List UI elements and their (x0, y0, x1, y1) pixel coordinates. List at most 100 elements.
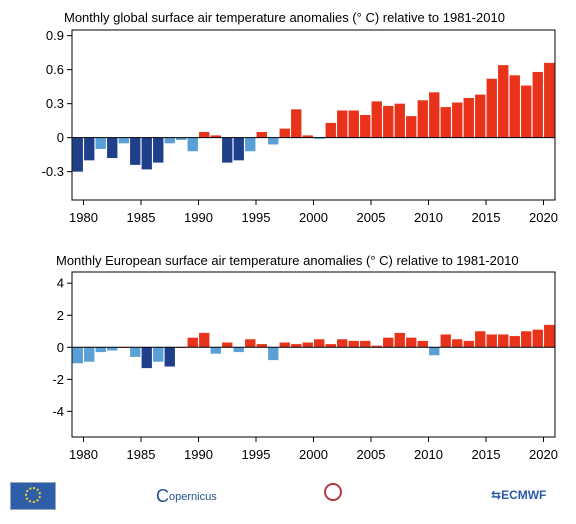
bar (475, 94, 486, 138)
copernicus-logo: Copernicus (156, 486, 217, 506)
bar (521, 85, 532, 138)
bar (302, 342, 313, 348)
bar (417, 340, 428, 348)
bar (302, 135, 313, 138)
bar (164, 347, 175, 367)
x-tick-label: 1990 (184, 210, 213, 225)
bar (130, 347, 141, 357)
bar (314, 137, 325, 139)
bar (463, 98, 474, 138)
bar (406, 337, 417, 348)
x-tick-label: 2015 (472, 210, 501, 225)
bar (199, 332, 210, 348)
bar (440, 107, 451, 138)
y-tick-label: 0.6 (46, 62, 64, 77)
bar (245, 137, 256, 152)
bar (486, 78, 497, 138)
bar (509, 336, 520, 348)
ecmwf-logo: ⇆ECMWF (491, 488, 547, 502)
bar (233, 137, 244, 161)
x-tick-label: 2010 (414, 447, 443, 462)
bar (429, 92, 440, 138)
bar (256, 132, 267, 138)
bar (348, 340, 359, 348)
bar (406, 116, 417, 138)
x-tick-label: 2005 (357, 447, 386, 462)
bar (210, 347, 221, 354)
bar (95, 137, 106, 149)
bar (141, 137, 152, 170)
bar (291, 344, 302, 348)
chart-title-global: Monthly global surface air temperature a… (64, 10, 505, 25)
bar (394, 103, 405, 138)
bar (164, 137, 175, 144)
bar (521, 331, 532, 348)
bar (452, 339, 463, 348)
y-tick-label: -4 (52, 404, 64, 419)
y-tick-label: -2 (52, 372, 64, 387)
bar (383, 105, 394, 138)
x-tick-label: 1985 (127, 210, 156, 225)
bar (95, 347, 106, 353)
bar (394, 332, 405, 348)
bar (84, 137, 95, 161)
bar (325, 122, 336, 138)
bar (498, 334, 509, 348)
bar (360, 115, 371, 138)
bar (498, 65, 509, 138)
bar (210, 135, 221, 138)
bar (279, 342, 290, 348)
bar (532, 71, 543, 138)
x-tick-label: 2000 (299, 210, 328, 225)
footer-logos: Copernicus ⇆ECMWF (0, 478, 576, 518)
bar (348, 110, 359, 138)
bar (84, 347, 95, 362)
bar (268, 137, 279, 145)
eu-flag-logo (10, 482, 56, 510)
x-tick-label: 1990 (184, 447, 213, 462)
chart-title-europe: Monthly European surface air temperature… (56, 253, 519, 268)
bar (268, 347, 279, 361)
bar (544, 324, 555, 348)
bar (417, 100, 428, 138)
bar (72, 347, 83, 364)
bar (245, 339, 256, 348)
bar (279, 128, 290, 138)
y-tick-label: 2 (57, 308, 64, 323)
bar (130, 137, 141, 165)
bar (187, 337, 198, 348)
bar (532, 329, 543, 348)
x-tick-label: 1995 (242, 447, 271, 462)
x-tick-label: 2000 (299, 447, 328, 462)
bar (337, 110, 348, 138)
x-tick-label: 2010 (414, 210, 443, 225)
bar (463, 340, 474, 348)
bar (360, 340, 371, 348)
global-anomaly-chart: 0.9 0.6 0.3 0 -0.3 1980 1985 1990 1995 2000 2005 20… (42, 28, 558, 225)
bar (371, 101, 382, 138)
bar (233, 347, 244, 353)
bar (222, 137, 233, 163)
y-tick-label: 0.9 (46, 28, 64, 43)
bar (371, 345, 382, 348)
y-tick-label: 4 (57, 276, 64, 291)
bar (429, 347, 440, 356)
bar (176, 137, 187, 140)
europe-anomaly-chart: 4 2 0 -2 -4 1980 1985 1990 1995 2000 2005 2010 2015 2… (52, 271, 558, 462)
bar (141, 347, 152, 369)
y-tick-label: 0 (57, 130, 64, 145)
bar (107, 137, 118, 159)
x-tick-label: 2020 (529, 210, 558, 225)
x-tick-label: 1995 (242, 210, 271, 225)
bar (199, 132, 210, 138)
bar (486, 334, 497, 348)
x-tick-label: 2020 (529, 447, 558, 462)
bar (256, 344, 267, 348)
climate-change-service-logo (324, 483, 345, 501)
bar (291, 109, 302, 138)
x-tick-label: 2005 (357, 210, 386, 225)
bar (337, 339, 348, 348)
bar (153, 347, 164, 362)
bar (452, 102, 463, 138)
x-tick-label: 1985 (127, 447, 156, 462)
